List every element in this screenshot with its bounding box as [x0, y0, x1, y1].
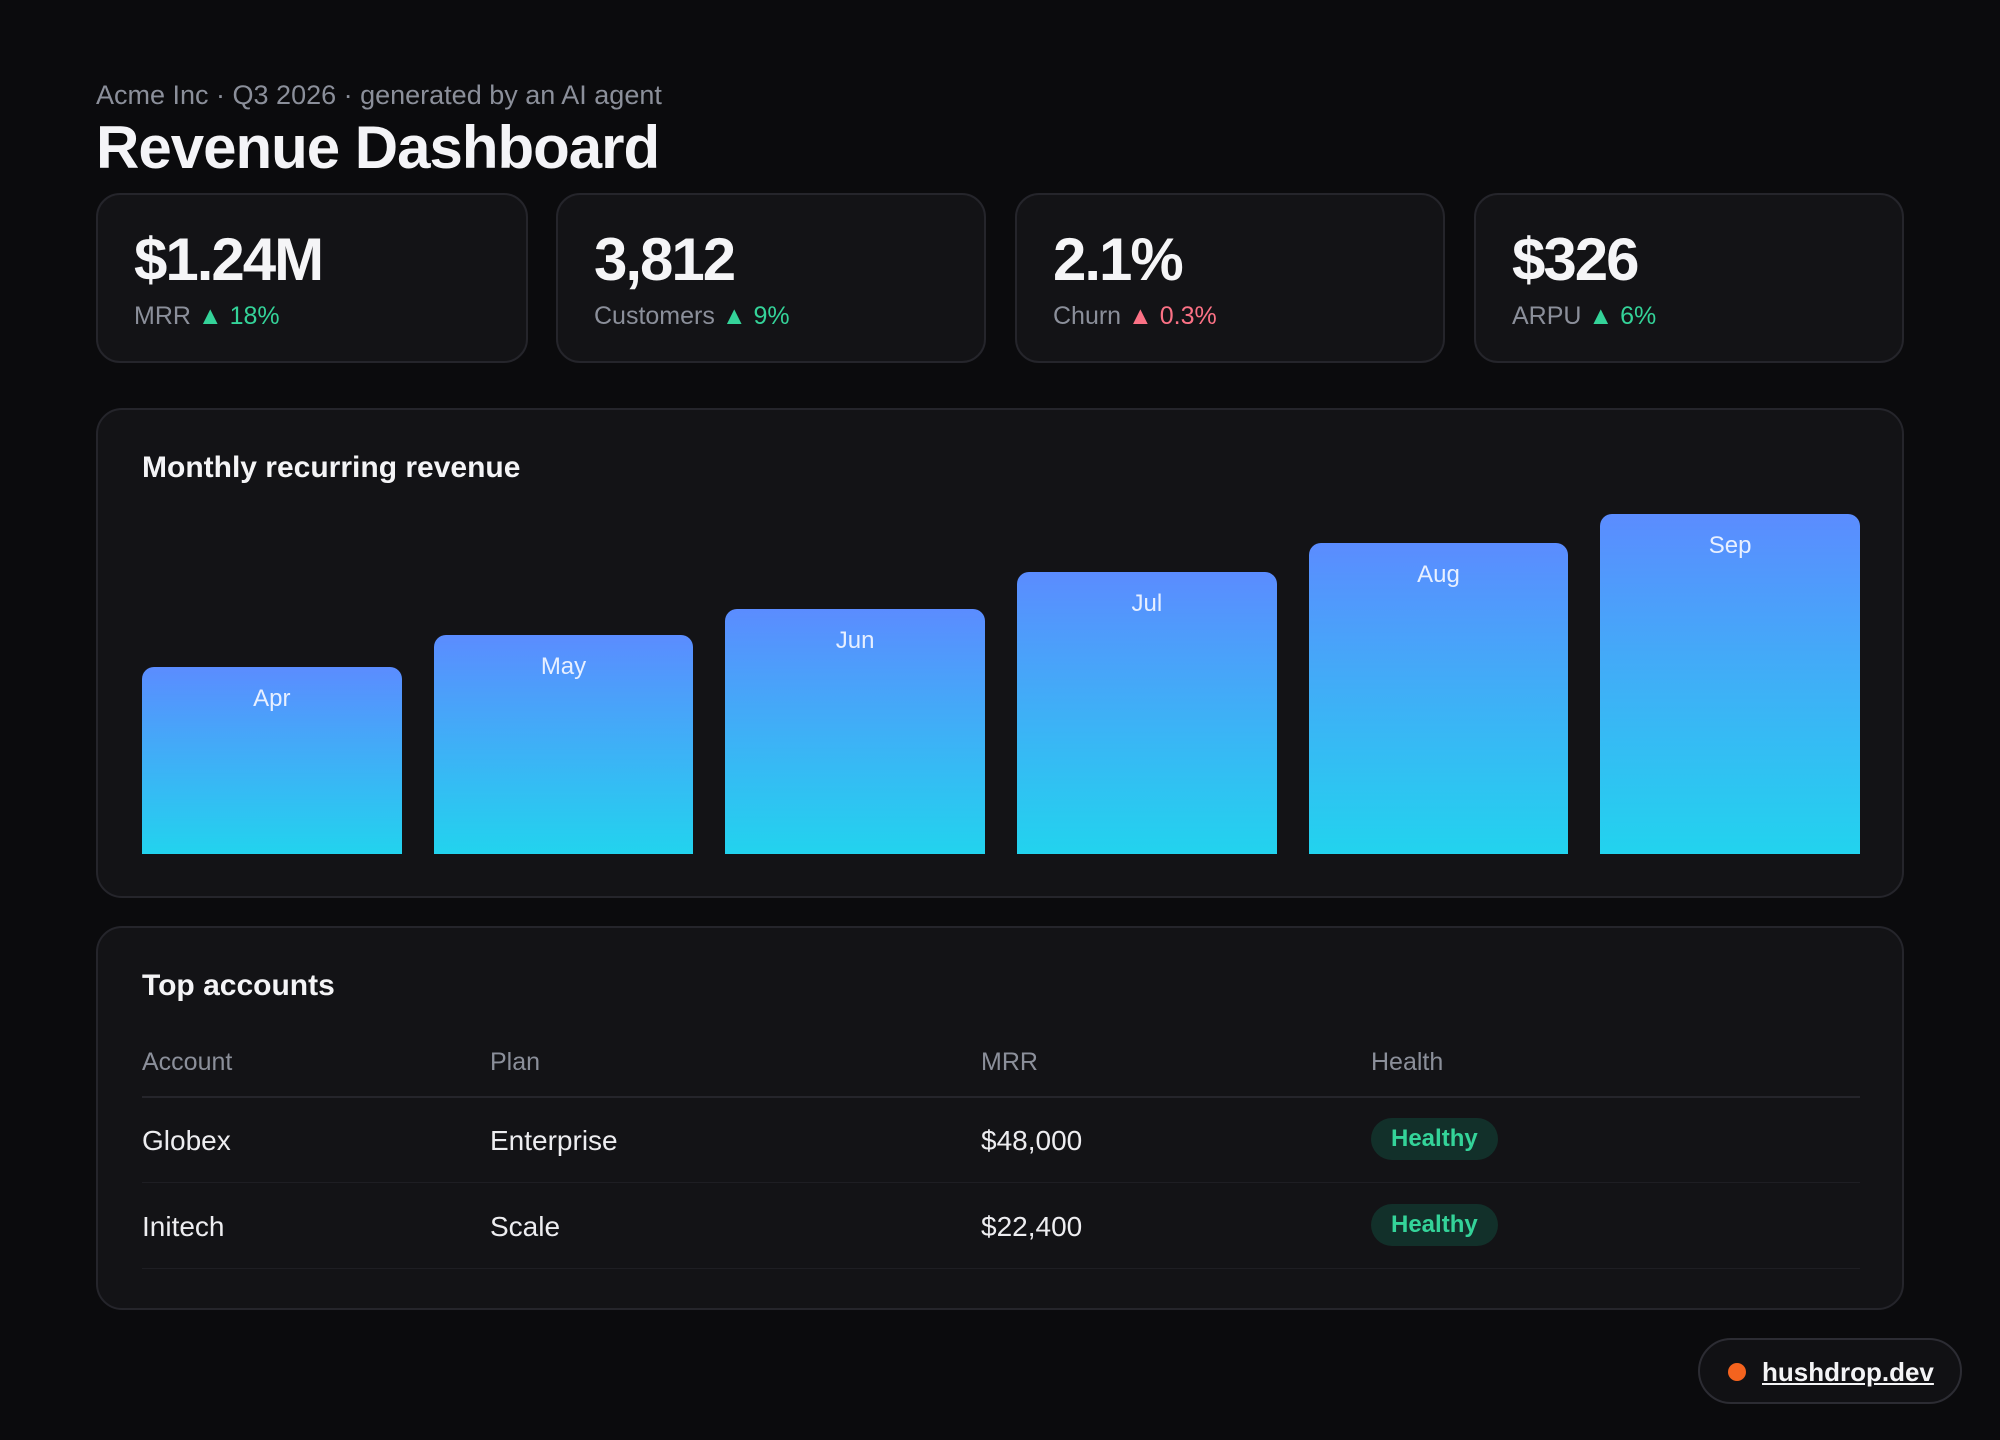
column-header-mrr: MRR [981, 1048, 1038, 1076]
bar-label: May [540, 652, 587, 680]
bar-jun: Jun [725, 609, 985, 854]
kpi-label: Customers [594, 302, 715, 330]
bar-label: Sep [1708, 532, 1752, 559]
kpi-card-customers: 3,812 Customers ▲ 9% [556, 193, 986, 363]
top-accounts-panel: Top accounts Account Plan MRR Health Glo… [96, 926, 1904, 1310]
page-subtitle: Acme Inc · Q3 2026 · generated by an AI … [96, 80, 662, 110]
row-divider [142, 1182, 1860, 1183]
kpi-value: 3,812 [594, 226, 736, 293]
brand-pill[interactable]: hushdrop.dev [1698, 1338, 1962, 1404]
kpi-label: Churn [1053, 302, 1122, 330]
kpi-card-mrr: $1.24M MRR ▲ 18% [96, 193, 528, 363]
kpi-delta: ▲ 18% [197, 302, 280, 330]
bar-label: Aug [1417, 560, 1460, 588]
cell-account: Initech [142, 1211, 225, 1242]
kpi-subline: ARPU ▲ 6% [1512, 302, 1656, 331]
column-header-health: Health [1371, 1048, 1444, 1076]
kpi-subline: MRR ▲ 18% [134, 302, 280, 331]
bar-label: Jun [835, 627, 875, 655]
column-header-account: Account [142, 1048, 233, 1076]
kpi-subline: Churn ▲ 0.3% [1053, 302, 1217, 331]
cell-mrr: $48,000 [981, 1125, 1083, 1156]
kpi-label: MRR [134, 302, 191, 330]
kpi-value: 2.1% [1053, 226, 1184, 293]
cell-plan: Scale [490, 1211, 561, 1242]
kpi-delta: ▲ 0.3% [1128, 302, 1217, 330]
health-badge: Healthy [1371, 1118, 1498, 1160]
table-title: Top accounts [142, 969, 335, 1002]
bar-chart: Apr May Jun Jul Aug Sep [142, 514, 1860, 854]
brand-link[interactable]: hushdrop.dev [1762, 1357, 1934, 1387]
cell-account: Globex [142, 1125, 231, 1156]
page-title: Revenue Dashboard [96, 114, 660, 181]
cell-plan: Enterprise [490, 1125, 618, 1156]
row-divider [142, 1268, 1860, 1269]
kpi-delta: ▲ 9% [721, 302, 790, 330]
kpi-value: $1.24M [134, 226, 324, 293]
bar-may: May [433, 634, 694, 854]
status-dot-icon [1728, 1363, 1746, 1381]
kpi-card-churn: 2.1% Churn ▲ 0.3% [1015, 193, 1445, 363]
bar-label: Apr [253, 685, 291, 712]
bar-aug: Aug [1308, 542, 1569, 854]
mrr-chart-panel: Monthly recurring revenue Apr May Jun Jul Au… [96, 408, 1904, 898]
health-badge: Healthy [1371, 1204, 1498, 1246]
kpi-value: $326 [1512, 226, 1639, 293]
bar-apr: Apr [142, 667, 402, 854]
bar-sep: Sep [1600, 514, 1860, 854]
kpi-label: ARPU [1512, 302, 1582, 330]
bar-jul: Jul [1017, 571, 1277, 854]
cell-mrr: $22,400 [981, 1211, 1083, 1242]
kpi-card-arpu: $326 ARPU ▲ 6% [1474, 193, 1904, 363]
kpi-subline: Customers ▲ 9% [594, 302, 790, 331]
header-divider [142, 1096, 1860, 1098]
column-header-plan: Plan [490, 1048, 541, 1076]
chart-title: Monthly recurring revenue [142, 451, 521, 484]
kpi-delta: ▲ 6% [1588, 302, 1657, 330]
bar-label: Jul [1131, 589, 1163, 617]
